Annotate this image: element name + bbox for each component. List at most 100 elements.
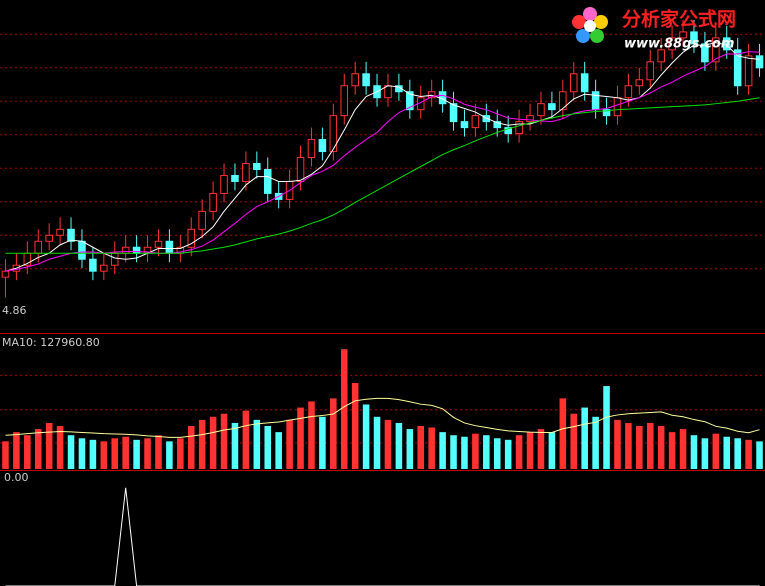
candle-body [296,157,305,182]
candle-body [493,121,502,129]
indicator-value-label: 0.00 [4,471,29,484]
candle-body [679,31,687,39]
candle-body [220,174,228,194]
volume-bar [78,438,86,469]
volume-bar [614,419,621,469]
volume-bar [56,426,64,469]
volume-bar [111,438,119,469]
candle-body [154,240,163,248]
volume-bar [297,407,304,469]
volume-bar [428,427,435,469]
volume-bar [330,398,337,469]
candle-body [515,121,523,135]
volume-bar [220,413,228,469]
moving-average-line [5,97,760,254]
candle-body [121,246,130,254]
volume-bar [319,416,326,469]
volume-bar [89,439,97,469]
candle-body [624,85,633,99]
candle-body [100,264,108,272]
candle-body [712,37,720,63]
candle-body [110,252,119,266]
candle-body [56,228,64,236]
volume-bar [13,432,20,469]
volume-bar [286,419,293,469]
volume-bar [253,419,261,469]
candle-body [668,37,676,51]
indicator-line [5,487,760,586]
volume-bar [133,439,140,469]
volume-bar [45,422,53,469]
volume-bar [450,435,457,469]
volume-bar [723,436,731,469]
volume-bar [308,401,315,469]
candle-body [744,55,753,87]
candle-body [165,240,174,254]
candle-body [537,103,545,117]
volume-bar [472,433,479,469]
candle-body [504,127,512,135]
volume-bar [406,429,414,469]
candle-body [132,246,141,254]
volume-bar [67,435,75,469]
volume-ma-label: MA10: 127960.80 [2,336,100,349]
volume-bar [657,426,665,469]
volume-bar [592,416,599,469]
volume-bar [144,438,151,469]
moving-average-line [5,42,760,272]
volume-bar [712,433,720,469]
candle-body [318,139,327,153]
volume-bar [187,426,195,469]
volume-bar [34,429,42,469]
volume-bar [636,426,643,469]
candle-body [362,73,370,87]
candle-body [231,174,239,182]
volume-bar [275,432,282,469]
volume-bar [373,416,381,469]
plot-area [0,19,765,586]
volume-bar [417,426,425,469]
volume-bar [166,441,173,469]
volume-bar [461,436,468,469]
candle-body [635,79,644,87]
candle-body [187,228,196,248]
volume-bar [340,349,348,469]
volume-bar [625,422,632,469]
volume-bar [198,419,206,469]
candle-body [602,109,611,117]
volume-bar [734,438,741,469]
moving-average-line [5,51,760,272]
candle-body [690,31,698,45]
volume-bar [570,413,578,469]
candle-body [406,91,414,111]
volume-bar [646,422,654,469]
watermark-url: www.88gs.com [624,37,734,52]
volume-bar [122,436,129,469]
volume-bar [24,435,31,469]
watermark: 分析家公式网 www.88gs.com [572,7,736,52]
volume-bar [100,441,108,469]
volume-bar [581,407,588,469]
candle-body [89,258,97,272]
candle-body [482,115,491,123]
candle-body [340,85,349,117]
candle-body [242,163,250,182]
candle-body [253,163,261,170]
candle-body [657,49,665,63]
candle-body [613,97,622,117]
candle-body [471,115,480,129]
volume-bar [504,439,512,469]
candle-body [263,168,272,194]
candle-body [449,103,458,123]
watermark-title: 分析家公式网 [622,8,736,31]
candle-body [351,73,359,87]
volume-bar [209,416,217,469]
candle-body [1,270,10,278]
candle-body [209,192,217,212]
volume-ma-line [5,397,760,438]
candle-body [559,91,567,111]
volume-bar [679,429,687,469]
volume-bar [515,435,523,469]
candle-body [701,43,709,63]
candle-body [580,73,589,93]
